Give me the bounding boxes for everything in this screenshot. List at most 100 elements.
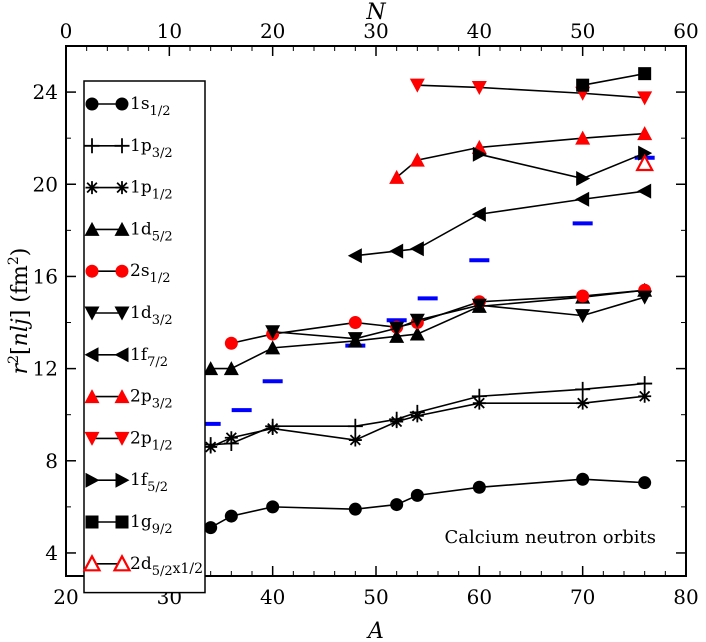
x-tick-label: 20 bbox=[53, 585, 78, 609]
series-1f7-2 bbox=[347, 183, 652, 264]
data-point bbox=[390, 498, 404, 512]
data-point bbox=[638, 67, 652, 81]
data-point bbox=[409, 313, 425, 328]
legend-marker bbox=[84, 221, 100, 236]
data-point bbox=[637, 126, 653, 141]
data-point bbox=[637, 376, 653, 392]
data-point bbox=[409, 241, 424, 257]
data-point bbox=[635, 153, 655, 172]
y-tick-label: 4 bbox=[45, 541, 58, 565]
data-point bbox=[638, 145, 653, 161]
legend-label: 2s1/2 bbox=[130, 261, 170, 286]
series-1s1-2 bbox=[204, 472, 652, 535]
legend-entry: 1p1/2 bbox=[85, 178, 173, 203]
legend-entry: 1s1/2 bbox=[85, 94, 170, 119]
legend-marker bbox=[85, 515, 99, 529]
legend-marker bbox=[115, 97, 129, 111]
legend-marker bbox=[114, 431, 130, 446]
legend-marker bbox=[85, 472, 100, 488]
top-tick-label: 10 bbox=[157, 19, 182, 43]
legend-label: 1f7/2 bbox=[130, 345, 168, 370]
data-point bbox=[575, 130, 591, 145]
legend-entry: 1d3/2 bbox=[84, 303, 173, 328]
legend-entry: 2p1/2 bbox=[84, 428, 173, 453]
legend-marker bbox=[114, 221, 130, 236]
legend-marker bbox=[85, 181, 99, 195]
legend-label: 2d5/2x1/2 bbox=[130, 554, 203, 579]
legend-entry: 1g9/2 bbox=[85, 512, 173, 537]
legend-marker bbox=[82, 553, 102, 572]
legend-entry: 1f7/2 bbox=[84, 345, 168, 370]
x-axis-title: A bbox=[366, 619, 384, 642]
top-tick-label: 50 bbox=[570, 19, 595, 43]
y-tick-label: 24 bbox=[33, 80, 58, 104]
data-point bbox=[472, 480, 486, 494]
legend-entry: 2p3/2 bbox=[84, 387, 173, 412]
data-point bbox=[204, 440, 218, 454]
x-tick-label: 80 bbox=[673, 585, 698, 609]
legend-marker bbox=[114, 306, 130, 321]
series-line bbox=[417, 84, 645, 99]
data-point bbox=[265, 340, 281, 355]
data-point bbox=[347, 332, 363, 347]
legend-box bbox=[83, 80, 206, 594]
x-tick-label: 40 bbox=[260, 585, 285, 609]
series-line bbox=[396, 132, 645, 178]
legend-marker bbox=[84, 347, 99, 363]
legend-entry: 2s1/2 bbox=[85, 261, 170, 286]
series-line bbox=[479, 152, 645, 180]
x-tick-label: 70 bbox=[570, 585, 595, 609]
legend-label: 1g9/2 bbox=[130, 512, 173, 537]
top-axis-title: N bbox=[365, 0, 386, 25]
legend-marker bbox=[84, 431, 100, 446]
data-point bbox=[638, 389, 652, 403]
legend-marker bbox=[115, 181, 129, 195]
legend-marker bbox=[115, 264, 129, 278]
legend-marker bbox=[84, 306, 100, 321]
legend-marker bbox=[85, 97, 99, 111]
data-point bbox=[348, 316, 362, 330]
legend-marker bbox=[114, 389, 130, 404]
data-point bbox=[637, 183, 652, 199]
legend-marker bbox=[114, 138, 130, 154]
data-point bbox=[576, 78, 590, 92]
data-point bbox=[389, 169, 405, 184]
data-point bbox=[224, 336, 238, 350]
series-line bbox=[582, 72, 645, 86]
x-tick-label: 60 bbox=[467, 585, 492, 609]
data-point bbox=[471, 206, 486, 222]
legend-label: 1s1/2 bbox=[130, 94, 170, 119]
data-point bbox=[472, 146, 487, 162]
data-point bbox=[471, 298, 487, 313]
top-tick-label: 30 bbox=[363, 19, 388, 43]
data-point bbox=[637, 290, 653, 305]
legend-entry: 1p3/2 bbox=[84, 136, 173, 161]
data-point bbox=[409, 78, 425, 93]
y-tick-label: 20 bbox=[33, 172, 58, 196]
series-line bbox=[355, 190, 645, 257]
data-point bbox=[223, 361, 239, 376]
series-2d5-2x1-2 bbox=[635, 153, 655, 172]
data-point bbox=[204, 521, 218, 535]
data-point bbox=[576, 396, 590, 410]
series-layer bbox=[200, 67, 655, 535]
legend-marker bbox=[84, 389, 100, 404]
top-tick-label: 20 bbox=[260, 19, 285, 43]
data-point bbox=[347, 248, 362, 264]
data-point bbox=[576, 289, 590, 303]
legend-label: 1p1/2 bbox=[130, 178, 173, 203]
data-point bbox=[410, 488, 424, 502]
data-point bbox=[266, 422, 280, 436]
top-tick-label: 60 bbox=[673, 19, 698, 43]
data-point bbox=[471, 80, 487, 95]
legend-label: 2p1/2 bbox=[130, 428, 173, 453]
data-point bbox=[410, 409, 424, 423]
x-tick-label: 50 bbox=[363, 585, 388, 609]
series-1g9-2 bbox=[576, 67, 652, 92]
y-tick-label: 16 bbox=[33, 264, 58, 288]
data-point bbox=[472, 396, 486, 410]
data-point bbox=[348, 433, 362, 447]
legend-label: 1p3/2 bbox=[130, 136, 173, 161]
y-tick-label: 12 bbox=[33, 357, 58, 381]
